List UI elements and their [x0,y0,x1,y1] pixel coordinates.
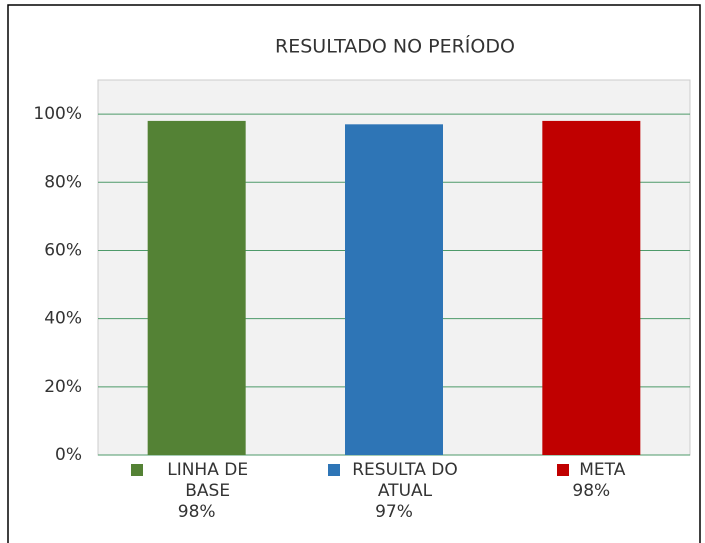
value-label: 98% [177,502,216,522]
y-tick-label: 20% [44,377,82,397]
category-label: META 98% [506,460,676,502]
category-label: RESULTA DO ATUAL 97% [309,460,479,523]
category-row: RESULTA DO ATUAL [328,460,460,502]
y-tick-label: 60% [44,240,82,260]
category-text: META [579,460,626,480]
legend-swatch [130,464,143,476]
bar [345,124,443,456]
frame [7,4,701,543]
bar [147,120,246,455]
chart-title: RESULTADO NO PERÍODO [275,35,515,58]
y-tick-label: 100% [33,104,82,124]
y-tick-label: 0% [55,445,82,465]
value-label: 97% [375,502,413,522]
y-tick-label: 40% [44,309,82,329]
category-text: RESULTA DO ATUAL [352,460,458,501]
y-tick-label: 80% [44,172,82,192]
legend-swatch [557,464,570,476]
category-row: META [557,460,625,481]
bar [542,120,641,455]
legend-swatch [328,464,340,476]
category-row: LINHA DE BASE [130,460,263,502]
category-text: LINHA DE BASE [167,460,249,501]
category-label: LINHA DE BASE 98% [112,460,282,523]
value-label: 98% [572,481,611,501]
